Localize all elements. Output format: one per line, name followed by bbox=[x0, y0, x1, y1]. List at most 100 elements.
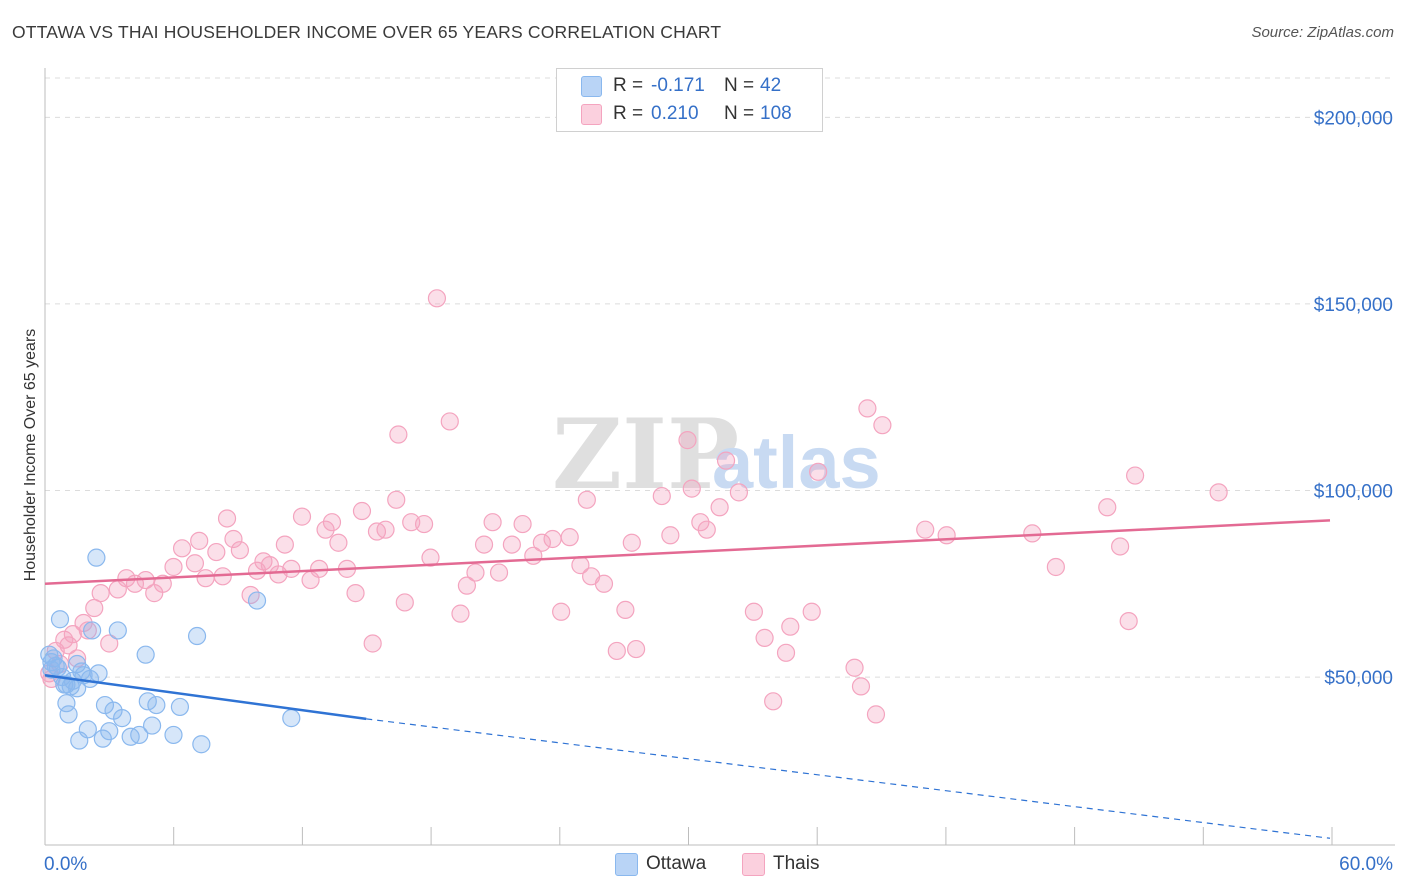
point-thais bbox=[59, 636, 78, 655]
point-ottawa bbox=[78, 720, 97, 739]
point-ottawa bbox=[46, 656, 65, 675]
point-thais bbox=[691, 513, 710, 532]
legend-r-value: -0.171 bbox=[651, 75, 705, 96]
point-ottawa bbox=[130, 725, 149, 745]
point-thais bbox=[552, 602, 571, 621]
point-thais bbox=[661, 526, 680, 545]
point-thais bbox=[217, 509, 237, 528]
legend-n-value: 108 bbox=[760, 103, 792, 124]
point-ottawa bbox=[112, 709, 132, 728]
trend-line-ottawa-extrapolated bbox=[366, 718, 1331, 839]
legend-r-label: R = bbox=[613, 75, 644, 96]
point-thais bbox=[190, 531, 209, 550]
point-thais bbox=[153, 574, 172, 593]
point-thais bbox=[440, 412, 459, 431]
legend-swatch-thais bbox=[581, 104, 602, 125]
point-ottawa bbox=[247, 591, 267, 610]
point-ottawa bbox=[147, 695, 166, 715]
watermark: ZIP atlas bbox=[552, 398, 881, 511]
point-ottawa bbox=[50, 610, 70, 629]
y-tick-label: $100,000 bbox=[1314, 481, 1393, 502]
point-thais bbox=[851, 677, 871, 696]
point-thais bbox=[594, 574, 614, 593]
point-thais bbox=[1119, 611, 1138, 631]
point-thais bbox=[802, 602, 821, 621]
chart-title: OTTAWA VS THAI HOUSEHOLDER INCOME OVER 6… bbox=[12, 22, 722, 42]
point-thais bbox=[729, 483, 749, 502]
axes bbox=[44, 68, 1395, 846]
point-thais bbox=[352, 501, 372, 521]
y-tick-label: $50,000 bbox=[1324, 668, 1393, 689]
tick-labels: $50,000 $100,000 $150,000 $200,000 0.0% 60.0% bbox=[44, 108, 1393, 875]
point-thais bbox=[91, 584, 110, 603]
point-thais bbox=[414, 514, 434, 534]
point-ottawa bbox=[108, 621, 127, 640]
point-thais bbox=[866, 705, 886, 724]
point-ottawa bbox=[100, 722, 119, 741]
point-thais bbox=[387, 490, 406, 509]
point-thais bbox=[427, 289, 447, 308]
point-thais bbox=[421, 548, 440, 567]
point-thais bbox=[389, 425, 408, 444]
point-thais bbox=[652, 486, 671, 506]
point-ottawa bbox=[83, 621, 102, 640]
point-thais bbox=[196, 569, 215, 588]
point-thais bbox=[513, 514, 532, 534]
point-thais bbox=[616, 600, 635, 620]
point-thais bbox=[607, 641, 626, 661]
point-thais bbox=[322, 513, 342, 532]
point-ottawa bbox=[142, 716, 162, 735]
point-thais bbox=[1209, 483, 1228, 502]
point-thais bbox=[292, 507, 312, 526]
watermark-atlas: atlas bbox=[712, 421, 881, 504]
point-thais bbox=[100, 634, 119, 653]
trend-lines bbox=[44, 519, 1331, 839]
point-thais bbox=[710, 498, 729, 517]
point-thais bbox=[329, 533, 348, 552]
x-tick-label-max: 60.0% bbox=[1339, 854, 1393, 875]
point-thais bbox=[224, 529, 243, 549]
point-thais bbox=[230, 541, 249, 560]
point-ottawa bbox=[164, 725, 183, 745]
point-thais bbox=[275, 535, 294, 554]
legend-n-label: N = bbox=[724, 103, 755, 124]
point-thais bbox=[858, 399, 877, 418]
point-ottawa bbox=[87, 548, 106, 567]
legend-r-label: R = bbox=[613, 103, 644, 124]
point-thais bbox=[316, 520, 335, 539]
point-thais bbox=[457, 576, 477, 595]
point-thais bbox=[560, 528, 579, 547]
point-ottawa bbox=[170, 697, 190, 717]
point-ottawa bbox=[57, 694, 76, 713]
point-thais bbox=[916, 520, 935, 539]
point-thais bbox=[776, 643, 796, 662]
point-thais bbox=[682, 479, 701, 498]
point-ottawa bbox=[44, 649, 63, 668]
point-thais bbox=[845, 658, 864, 677]
point-thais bbox=[376, 520, 395, 539]
y-tick-label: $150,000 bbox=[1314, 295, 1393, 316]
point-thais bbox=[577, 490, 596, 509]
series-name-ottawa: Ottawa bbox=[646, 853, 707, 874]
point-thais bbox=[363, 634, 382, 653]
point-thais bbox=[626, 639, 646, 659]
point-thais bbox=[1098, 498, 1117, 517]
legend-n-value: 42 bbox=[760, 75, 782, 96]
point-thais bbox=[755, 628, 774, 647]
point-ottawa bbox=[136, 645, 155, 664]
point-thais bbox=[1126, 466, 1145, 485]
point-thais bbox=[873, 416, 892, 435]
point-thais bbox=[532, 533, 551, 552]
point-thais bbox=[716, 451, 736, 470]
point-thais bbox=[489, 563, 509, 582]
data-points bbox=[40, 289, 1228, 754]
series-legend: Ottawa Thais bbox=[0, 852, 1406, 878]
point-ottawa bbox=[187, 626, 207, 646]
y-tick-label: $200,000 bbox=[1314, 108, 1393, 129]
point-thais bbox=[781, 617, 800, 636]
point-ottawa bbox=[282, 709, 301, 728]
point-thais bbox=[543, 529, 562, 549]
point-thais bbox=[466, 563, 485, 582]
point-ottawa bbox=[89, 664, 108, 683]
point-ottawa bbox=[59, 705, 78, 724]
